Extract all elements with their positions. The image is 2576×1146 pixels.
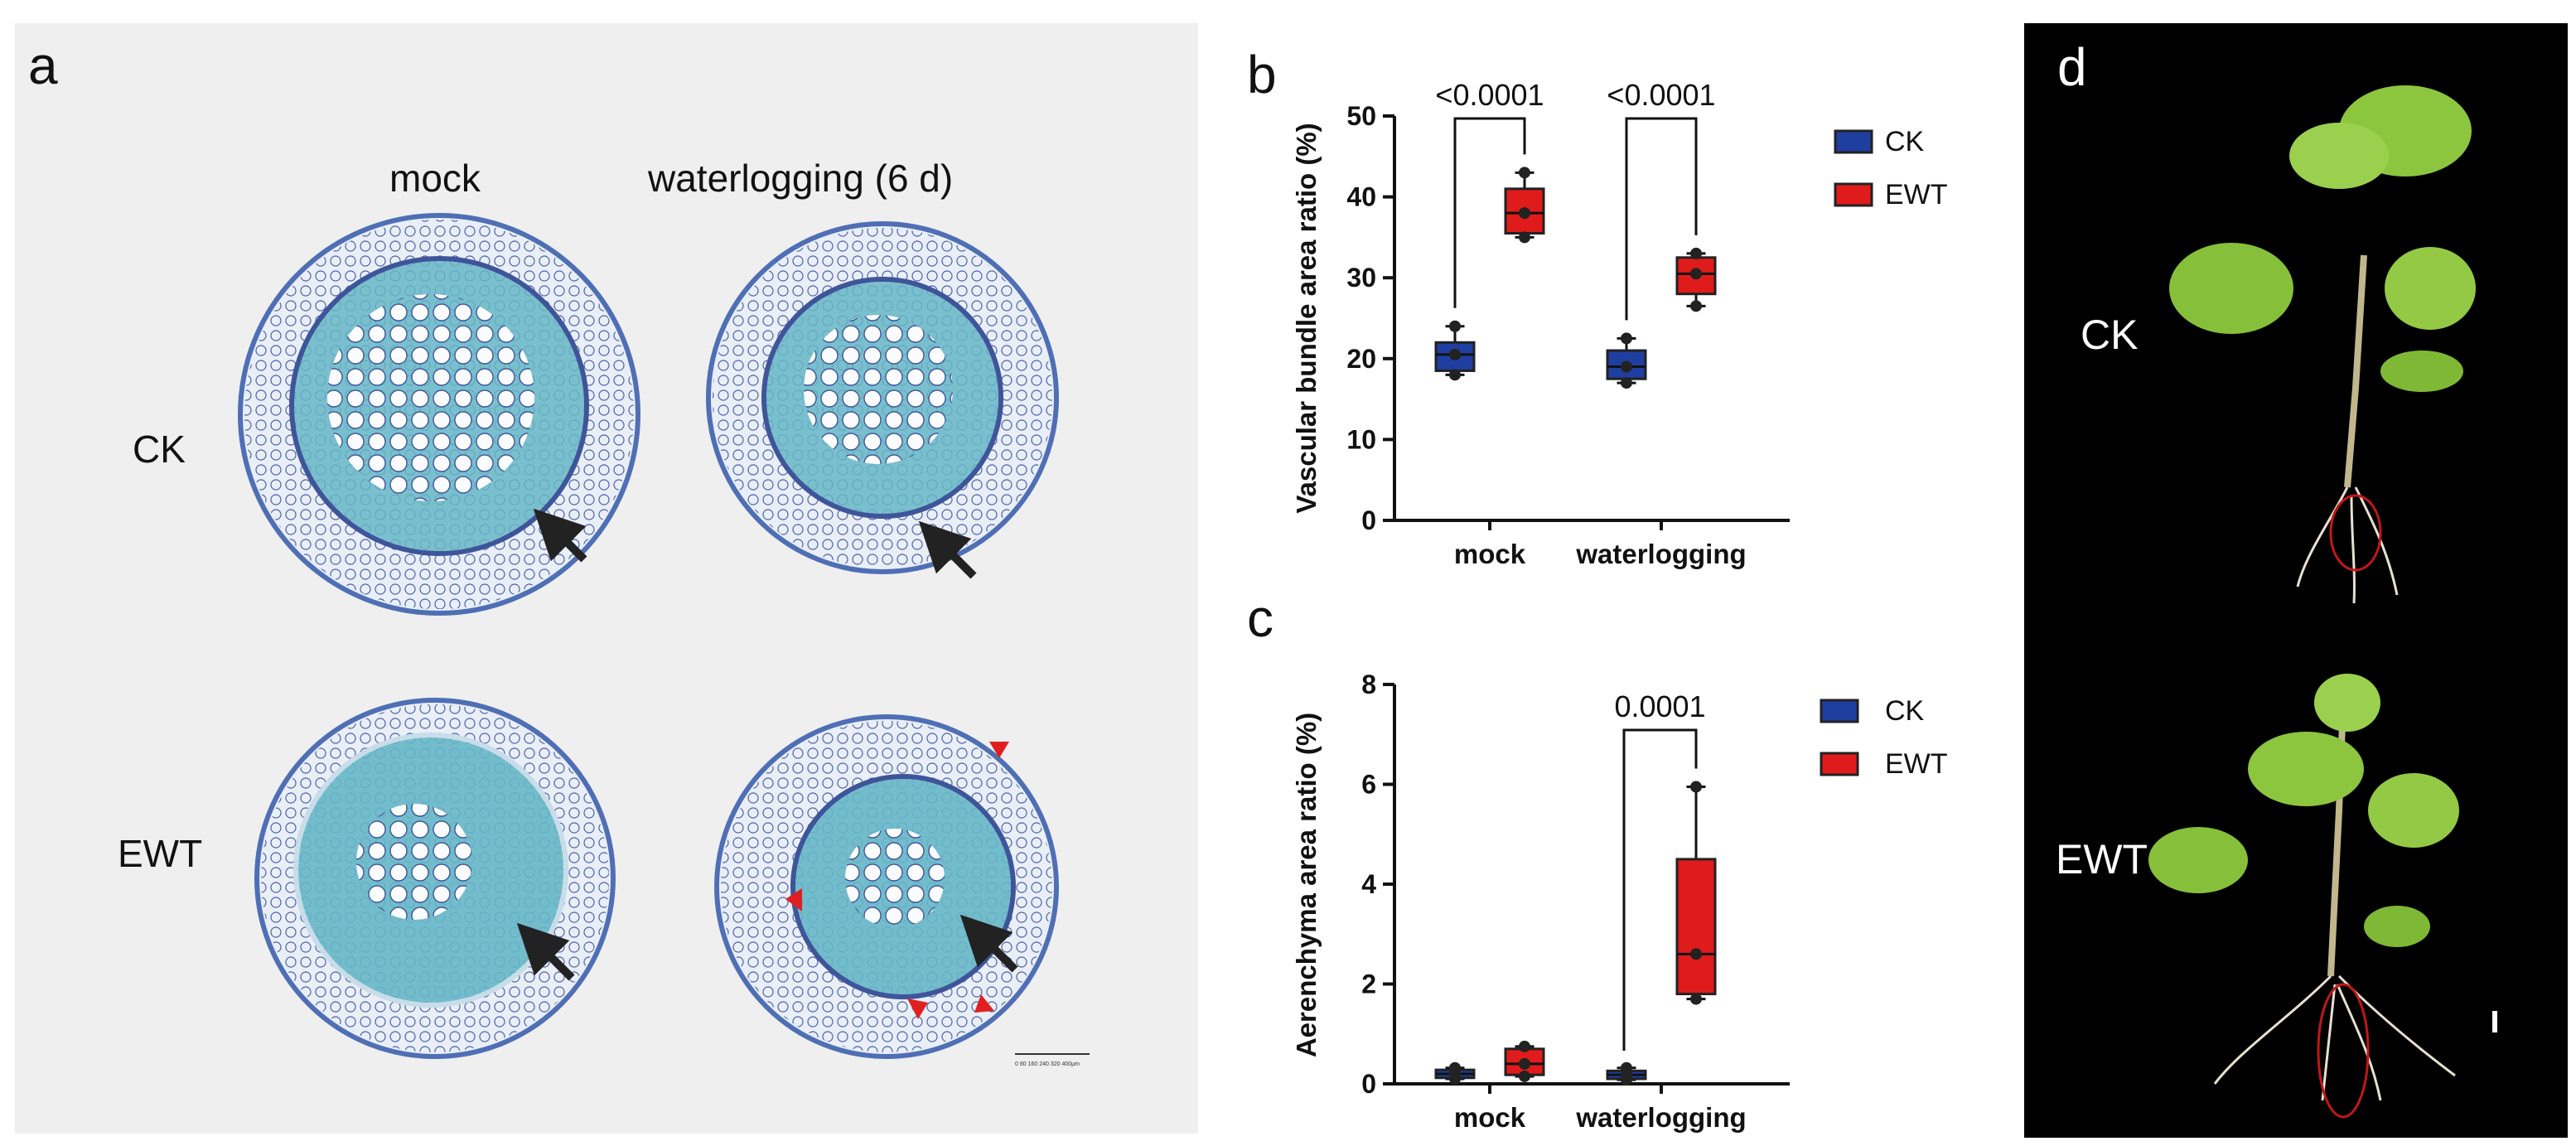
data-point (1690, 781, 1702, 793)
micrograph-sections: 0 80 160 240 320 400μm (238, 213, 1090, 1067)
legend-swatch-ck (1820, 699, 1859, 723)
y-tick-label: 20 (1346, 344, 1376, 374)
data-point (1519, 1070, 1530, 1082)
photo-scale-bar (2492, 1011, 2497, 1032)
y-tick-label: 50 (1346, 101, 1376, 131)
y-axis-label: Vascular bundle area ratio (%) (1291, 123, 1322, 513)
panel-letter-b: b (1247, 45, 1277, 104)
ck-root-circle (2329, 494, 2382, 572)
panel-a: 0 80 160 240 320 400μm a mock waterloggi… (0, 0, 1198, 1146)
y-tick-label: 4 (1361, 869, 1376, 899)
legend-swatch-ewt (1834, 182, 1873, 207)
data-point (1690, 993, 1702, 1005)
column-label-mock: mock (389, 157, 481, 200)
aerenchyma-marker (907, 999, 928, 1019)
arrow-ck-waterlogging (918, 520, 977, 579)
y-tick-label: 0 (1361, 505, 1376, 535)
data-point (1519, 1040, 1530, 1052)
y-tick-label: 2 (1361, 970, 1376, 999)
x-tick-label: waterlogging (1575, 1102, 1746, 1133)
y-tick-label: 0 (1361, 1069, 1376, 1099)
section-ewt-waterlogging (714, 714, 1059, 1059)
x-tick-label: waterlogging (1575, 539, 1746, 569)
data-point (1519, 231, 1530, 244)
significance-bracket (1625, 117, 1698, 321)
x-tick-label: mock (1454, 1102, 1526, 1133)
data-point (1519, 207, 1530, 220)
data-point (1449, 320, 1461, 332)
p-value-label: <0.0001 (1435, 78, 1544, 112)
data-point (1449, 348, 1461, 360)
y-tick-label: 30 (1346, 263, 1376, 293)
panel-letter-a: a (28, 36, 58, 95)
arrow-ewt-waterlogging (959, 914, 1018, 973)
section-ck-waterlogging (706, 221, 1059, 574)
legend-label-ewt: EWT (1885, 748, 1948, 780)
data-point (1519, 167, 1530, 179)
panel-letter-c: c (1247, 588, 1274, 648)
data-point (1690, 268, 1702, 280)
y-tick-label: 10 (1346, 424, 1376, 454)
plant-ewt (2148, 674, 2459, 1119)
legend-label-ck: CK (1885, 695, 1925, 727)
legend-swatch-ck (1834, 129, 1873, 154)
arrow-ewt-mock (516, 922, 575, 981)
plant-label-ewt: EWT (2056, 836, 2148, 882)
data-point (1690, 247, 1702, 259)
data-point (1449, 1061, 1461, 1074)
row-label-ck: CK (133, 428, 186, 471)
data-point (1621, 1061, 1632, 1074)
panel-letter-d: d (2057, 37, 2087, 97)
scale-bar-label: 0 80 160 240 320 400μm (1015, 1061, 1080, 1067)
plant-ck (2169, 85, 2476, 604)
data-point (1690, 948, 1702, 960)
legend-swatch-ewt (1820, 752, 1859, 776)
data-point (1449, 369, 1461, 381)
box-ewt (1675, 858, 1717, 996)
arrow-ck-mock (533, 508, 587, 563)
panel-d: d CK EWT (2024, 23, 2568, 1138)
significance-bracket (1453, 117, 1526, 308)
row-label-ewt: EWT (118, 832, 203, 875)
plant-photos (2148, 85, 2497, 1119)
aerenchyma-marker (974, 994, 994, 1013)
y-axis-label: Aerenchyma area ratio (%) (1291, 713, 1322, 1057)
p-value-label: 0.0001 (1614, 689, 1705, 723)
data-point (1621, 332, 1632, 345)
plant-label-ck: CK (2081, 312, 2139, 358)
legend-label-ck: CK (1885, 126, 1925, 157)
column-label-waterlogging: waterlogging (6 d) (648, 157, 954, 200)
data-point (1621, 360, 1632, 373)
data-point (1519, 1057, 1530, 1070)
y-tick-label: 6 (1361, 770, 1376, 800)
data-point (1621, 377, 1632, 389)
p-value-label: <0.0001 (1607, 78, 1715, 112)
legend-label-ewt: EWT (1885, 179, 1948, 210)
x-tick-label: mock (1454, 539, 1526, 569)
aerenchyma-marker (785, 888, 802, 911)
significance-bracket (1622, 728, 1698, 1051)
aerenchyma-marker (989, 742, 1009, 758)
y-tick-label: 40 (1346, 182, 1376, 212)
ewt-root-circle (2317, 983, 2370, 1119)
data-point (1690, 300, 1702, 312)
y-tick-label: 8 (1361, 670, 1376, 699)
